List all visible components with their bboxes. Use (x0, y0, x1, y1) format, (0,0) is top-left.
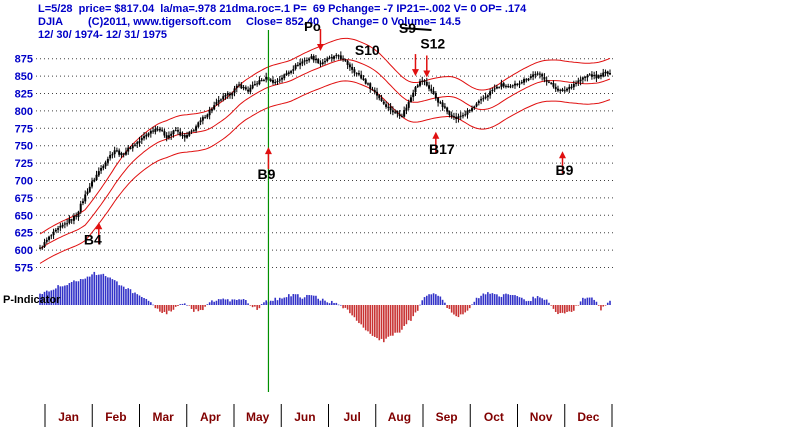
down-arrow-icon (423, 70, 431, 78)
month-label-jul: Jul (343, 410, 360, 424)
y-tick-label: 825 (15, 89, 33, 101)
month-axis: Jan Feb Mar Apr May Jun Jul Aug Sep Oct Nov Dec (44, 404, 613, 427)
signal-label: Po (304, 19, 321, 34)
month-label-jan: Jan (58, 410, 79, 424)
month-label-oct: Oct (484, 410, 504, 424)
month-label-jun: Jun (294, 410, 315, 424)
down-arrow-icon (411, 69, 419, 77)
signal-label: S12 (420, 35, 445, 51)
indicator-bars (39, 271, 611, 343)
y-tick-label: 875 (15, 54, 33, 66)
up-arrow-icon (264, 147, 272, 155)
y-tick-label: 850 (15, 71, 33, 83)
status-line: L=5/28 price= $817.04 la/ma=.978 21dma.r… (38, 3, 527, 15)
signal-po-down: Po (304, 19, 324, 52)
signal-s12-down: S12 (420, 35, 445, 78)
month-label-aug: Aug (388, 410, 411, 424)
up-arrow-icon (95, 222, 103, 230)
y-tick-label: 750 (15, 141, 33, 153)
symbol-label: DJIA (38, 16, 64, 28)
signal-label: S10 (355, 42, 380, 58)
month-label-mar: Mar (152, 410, 174, 424)
up-arrow-icon (559, 151, 566, 159)
down-arrow-icon (316, 44, 324, 52)
signal-s10-down: S10 (355, 42, 380, 58)
signal-label: B17 (429, 141, 455, 157)
y-tick-label: 700 (15, 176, 33, 188)
signal-label: B4 (84, 232, 102, 248)
month-label-feb: Feb (105, 410, 126, 424)
overstrike-mark (401, 26, 432, 31)
up-arrow-icon (432, 131, 440, 139)
lower-band (39, 80, 611, 264)
signal-label: B9 (257, 166, 275, 182)
y-tick-label: 775 (15, 123, 33, 135)
date-range-label: 12/ 30/ 1974- 12/ 31/ 1975 (38, 29, 168, 41)
signal-label: B9 (556, 162, 574, 178)
indicator-title: P-Indicator (3, 294, 61, 306)
price-bands (39, 37, 611, 264)
change-volume-label: Change= 0 Volume= 14.5 (332, 16, 461, 28)
y-tick-label: 675 (15, 193, 33, 205)
signal-b4-up: B4 (84, 222, 103, 248)
month-label-sep: Sep (436, 410, 458, 424)
signal-b9-up: B9 (257, 147, 276, 182)
y-tick-label: 600 (15, 245, 33, 257)
signal-b9-up: B9 (556, 151, 574, 178)
moving-average (39, 59, 611, 250)
copyright-label: (C)2011, www.tigersoft.com (88, 16, 232, 28)
month-label-nov: Nov (530, 410, 553, 424)
month-label-dec: Dec (577, 410, 599, 424)
y-tick-label: 725 (15, 158, 33, 170)
y-axis-labels: 875 850 825 800 775 750 725 700 675 650 625 600 575 (15, 54, 33, 275)
y-tick-label: 575 (15, 263, 33, 275)
close-value-label: Close= 852.40 (246, 16, 320, 28)
signal-s9-down: S9 (399, 20, 432, 77)
y-tick-label: 625 (15, 228, 33, 240)
y-tick-label: 800 (15, 106, 33, 118)
y-tick-label: 650 (15, 210, 33, 222)
price-candles (39, 51, 611, 250)
price-gridlines (36, 58, 614, 268)
month-label-apr: Apr (200, 410, 221, 424)
indicator-label: P-Indicator (3, 294, 61, 306)
upper-band (39, 37, 611, 235)
month-label-may: May (246, 410, 270, 424)
signal-b17-up: B17 (429, 131, 455, 157)
